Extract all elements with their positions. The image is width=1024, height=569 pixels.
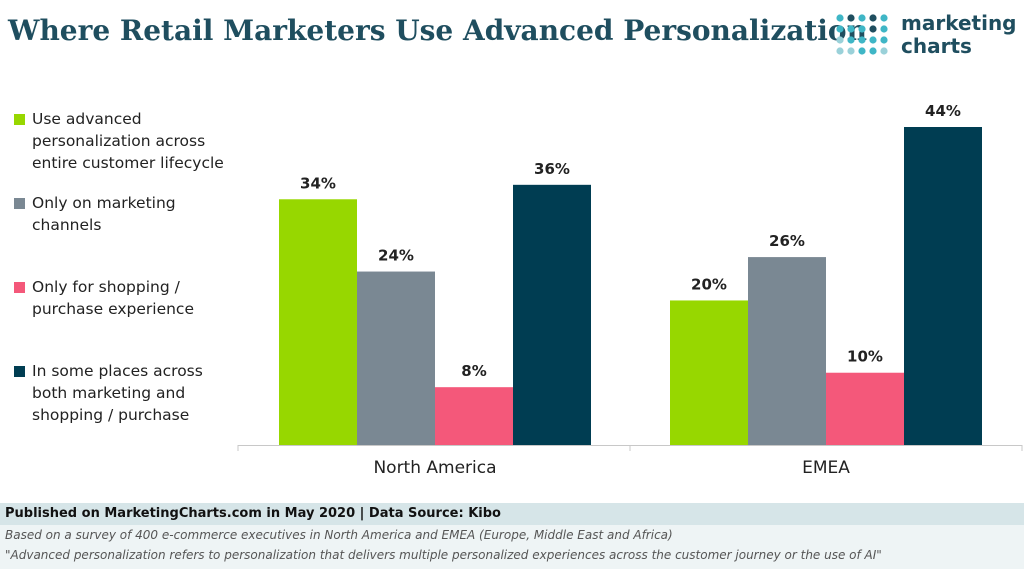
logo-dots-icon [836,14,888,55]
logo-dot [847,36,855,44]
logo-dot [847,14,855,22]
published-source: Published on MarketingCharts.com in May … [5,506,501,521]
logo-line-1: marketing [901,11,1017,35]
logo-dot [836,14,844,22]
bar [513,184,591,445]
logo-dot [869,25,877,33]
logo-dot [880,25,888,33]
legend-swatch-lifecycle [14,114,25,125]
data-label: 26% [769,232,805,250]
bar [670,300,748,445]
legend-label-shopping: Only for shopping / purchase experience [32,278,194,318]
footer-bar [0,503,1024,525]
bar [357,271,435,445]
legend-swatch-both [14,366,25,377]
legend-label-marketing-channels: Only on marketing channels [32,194,176,234]
logo-dot [869,14,877,22]
bar [279,199,357,445]
category-label: North America [373,458,496,478]
data-label: 24% [378,247,414,265]
logo-dot [880,36,888,44]
logo-dot [847,25,855,33]
survey-note: Based on a survey of 400 e-commerce exec… [5,528,673,542]
legend-swatch-shopping [14,282,25,293]
data-label: 20% [691,275,727,293]
logo-dot [836,25,844,33]
data-label: 44% [925,102,961,120]
category-label: EMEA [802,458,850,478]
bar [826,372,904,445]
logo-dot [869,36,877,44]
bar [435,387,513,445]
data-label: 34% [300,174,336,192]
footer: Published on MarketingCharts.com in May … [0,503,1024,569]
logo-dot [836,47,844,55]
bar [748,257,826,445]
logo-dot [836,36,844,44]
legend-label-lifecycle: Use advanced personalization across enti… [32,110,224,172]
logo-line-2: charts [901,34,972,58]
data-label: 8% [461,362,486,380]
logo-text: marketing charts [901,12,1017,58]
bar [904,127,982,445]
logo-dot [858,14,866,22]
legend-swatch-marketing-channels [14,198,25,209]
logo-dot [858,47,866,55]
bar-chart: 34% 24% 8% 36% North America 20% 26% 10% 44% EMEA [237,102,1023,478]
logo-dot [858,36,866,44]
logo-dot [880,14,888,22]
logo-dot [869,47,877,55]
chart-title: Where Retail Marketers Use Advanced Pers… [8,14,867,47]
logo-dot [847,47,855,55]
marketingcharts-logo: marketing charts [835,12,1020,62]
logo-dot [880,47,888,55]
legend-label-both: In some places across both marketing and… [32,362,203,424]
data-label: 36% [534,160,570,178]
data-label: 10% [847,348,883,366]
definition-note: "Advanced personalization refers to pers… [5,548,882,562]
logo-dot [858,25,866,33]
